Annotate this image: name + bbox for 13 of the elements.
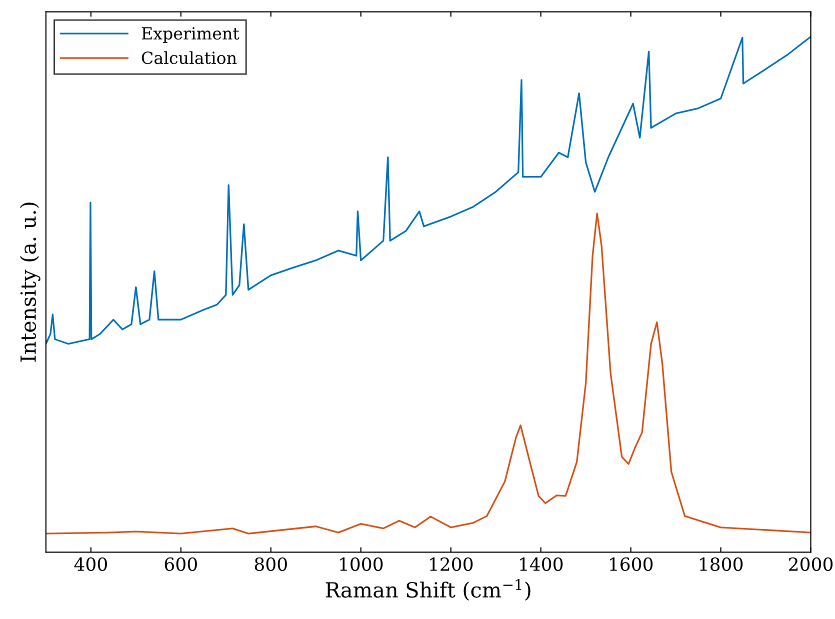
x-tick-label: 1800 (700, 557, 743, 571)
x-tick-label: 1000 (340, 557, 383, 571)
x-tick-label: 2000 (789, 557, 833, 571)
x-tick-label: 1400 (520, 557, 563, 571)
x-tick-label: 400 (74, 557, 107, 571)
legend-label: Experiment (142, 27, 240, 43)
x-tick-label: 600 (164, 557, 197, 571)
x-tick-label: 1600 (610, 557, 653, 571)
x-tick-label: 800 (254, 557, 287, 571)
x-axis-title: Raman Shift (cm$^{−1}$) (326, 579, 530, 601)
y-axis-title: Intensity (a. u.) (20, 202, 40, 362)
x-tick-label: 1200 (430, 557, 473, 571)
legend-label: Calculation (142, 51, 237, 64)
